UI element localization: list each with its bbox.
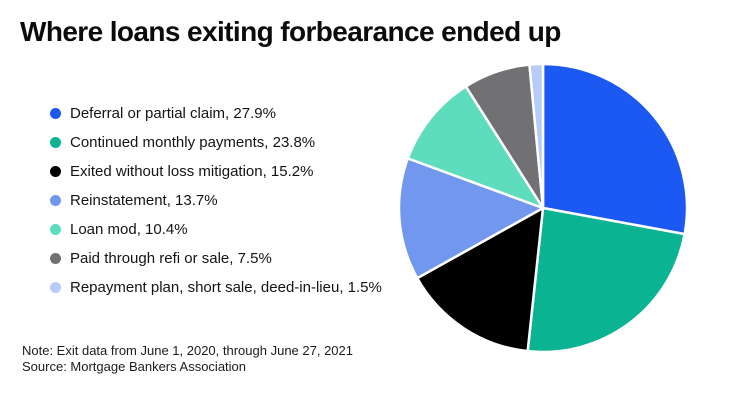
pie-slice: [528, 62, 545, 210]
page-title: Where loans exiting forbearance ended up: [20, 16, 561, 47]
legend-dot: [50, 136, 61, 148]
legend-label: Loan mod, 10.4%: [70, 220, 188, 238]
legend-item: Exited without loss mitigation, 15.2%: [50, 161, 382, 181]
legend-dot: [50, 252, 61, 264]
legend-dot: [50, 107, 61, 119]
note-text: Note: Exit data from June 1, 2020, throu…: [22, 343, 353, 358]
pie-slice: [526, 206, 686, 354]
legend-dot: [50, 223, 61, 235]
legend-item: Loan mod, 10.4%: [50, 219, 382, 239]
legend-label: Repayment plan, short sale, deed-in-lieu…: [70, 278, 382, 296]
legend-label: Continued monthly payments, 23.8%: [70, 133, 316, 151]
legend-label: Reinstatement, 13.7%: [70, 191, 218, 209]
pie-slice: [541, 62, 689, 236]
legend: Deferral or partial claim, 27.9% Continue…: [50, 103, 382, 306]
footer: Note: Exit data from June 1, 2020, throu…: [22, 343, 353, 375]
pie-chart: [397, 62, 689, 354]
legend-label: Exited without loss mitigation, 15.2%: [70, 162, 314, 180]
legend-dot: [50, 281, 61, 293]
pie-slice: [416, 206, 545, 353]
legend-label: Paid through refi or sale, 7.5%: [70, 249, 272, 267]
legend-item: Repayment plan, short sale, deed-in-lieu…: [50, 277, 382, 297]
pie-slice: [397, 157, 545, 280]
legend-item: Paid through refi or sale, 7.5%: [50, 248, 382, 268]
pie-slice: [406, 85, 545, 210]
legend-item: Deferral or partial claim, 27.9%: [50, 103, 382, 123]
legend-label: Deferral or partial claim, 27.9%: [70, 104, 276, 122]
legend-item: Continued monthly payments, 23.8%: [50, 132, 382, 152]
legend-dot: [50, 194, 61, 206]
legend-dot: [50, 165, 61, 177]
source-text: Source: Mortgage Bankers Association: [22, 359, 247, 374]
legend-item: Reinstatement, 13.7%: [50, 190, 382, 210]
